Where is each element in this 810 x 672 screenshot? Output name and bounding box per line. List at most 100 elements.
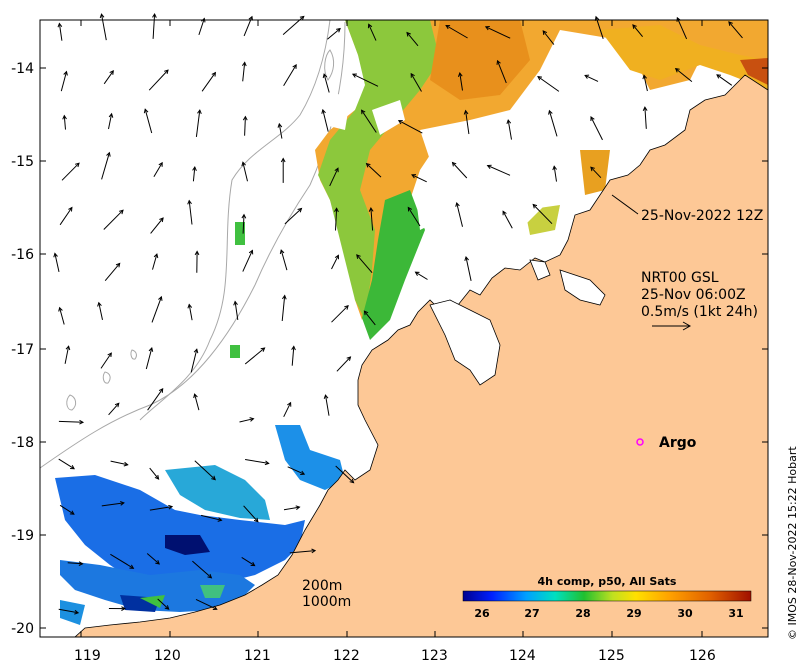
- current-vector-head: [502, 210, 507, 216]
- current-vector-head: [58, 306, 63, 312]
- current-vector-head: [300, 470, 306, 475]
- current-vector-head: [323, 394, 329, 399]
- current-vector-head: [63, 70, 68, 76]
- current-vector: [195, 598, 218, 610]
- current-vector: [234, 301, 239, 320]
- current-vector-head: [159, 217, 164, 223]
- current-vector-head: [365, 162, 371, 168]
- current-vector: [58, 420, 84, 423]
- contour-200m: [139, 19, 331, 421]
- current-vector-head: [299, 15, 305, 21]
- current-vector: [465, 256, 472, 282]
- current-vector-head: [279, 249, 285, 255]
- current-vector: [323, 73, 330, 93]
- current-vector-head: [463, 109, 469, 115]
- current-vector-head: [69, 510, 75, 515]
- current-vector-head: [74, 609, 80, 615]
- current-vector: [370, 207, 374, 231]
- current-vector: [356, 254, 373, 274]
- coastal-inlets: [429, 259, 606, 386]
- current-vector: [148, 69, 169, 91]
- current-vector-head: [484, 26, 490, 31]
- current-vector: [110, 460, 128, 466]
- current-vector-head: [334, 167, 339, 173]
- current-vector: [532, 204, 553, 225]
- current-vector: [192, 167, 196, 182]
- current-vector-head: [632, 24, 637, 29]
- date-label: 25-Nov-2022 12Z: [641, 208, 763, 224]
- current-vector-head: [542, 30, 548, 35]
- lon-tick-label: 119: [74, 648, 101, 664]
- current-vector: [243, 505, 259, 523]
- current-vector-head: [109, 70, 114, 75]
- vector-legend-time: 25-Nov 06:00Z: [641, 287, 746, 303]
- current-vector: [325, 395, 330, 416]
- colorbar-gradient: [462, 590, 752, 602]
- current-vector: [61, 162, 80, 181]
- current-vector: [149, 506, 173, 511]
- current-vector-head: [253, 517, 259, 523]
- current-vector: [108, 402, 120, 416]
- plot-frame: [39, 19, 769, 638]
- current-vector: [241, 556, 255, 567]
- current-vector: [194, 393, 200, 411]
- current-vector: [152, 253, 158, 270]
- current-vector: [283, 506, 300, 511]
- current-vector: [190, 349, 198, 373]
- current-vector-head: [674, 67, 680, 73]
- current-vector: [188, 304, 193, 321]
- current-vector-head: [728, 21, 733, 26]
- depth-label-1000m: 1000m: [302, 594, 351, 610]
- current-vector-head: [363, 310, 369, 316]
- current-vector: [244, 116, 246, 136]
- current-vector-head: [248, 15, 253, 21]
- current-vector: [452, 162, 468, 179]
- current-vector: [590, 166, 602, 179]
- lon-tick-label: 122: [333, 648, 360, 664]
- current-vector-head: [211, 71, 216, 77]
- current-vector-head: [506, 119, 512, 124]
- current-vector: [327, 28, 341, 40]
- current-vector: [553, 166, 557, 182]
- current-vector-head: [260, 347, 266, 352]
- current-vector: [98, 302, 103, 321]
- current-vector: [152, 13, 156, 39]
- current-vector: [537, 76, 560, 92]
- current-vector-head: [264, 460, 270, 466]
- current-vector-head: [455, 201, 460, 207]
- current-vector-head: [496, 59, 501, 65]
- current-vector: [145, 347, 153, 370]
- lat-tick-label: -14: [11, 61, 34, 77]
- current-vector-head: [99, 13, 105, 19]
- current-vector: [548, 110, 558, 137]
- current-vector-head: [53, 252, 58, 258]
- current-vector: [144, 109, 153, 134]
- current-vector: [485, 26, 511, 39]
- lat-tick-label: -15: [11, 154, 34, 170]
- current-vector: [406, 32, 419, 47]
- current-vector: [67, 562, 83, 565]
- current-vector: [242, 250, 253, 272]
- current-vector-head: [311, 548, 317, 554]
- current-vector-head: [486, 164, 492, 170]
- current-vector-head: [115, 262, 121, 268]
- current-vector-head: [65, 345, 71, 351]
- current-vector: [104, 263, 121, 282]
- current-vector-head: [351, 73, 357, 78]
- lon-tick-label: 120: [154, 648, 181, 664]
- colorbar-tick-label: 27: [524, 607, 539, 620]
- current-vector: [147, 388, 164, 411]
- current-vector-head: [158, 295, 163, 301]
- sst-colorbar: 4h comp, p50, All Sats 26 27 28 29 30 31: [462, 575, 752, 620]
- current-vector-head: [119, 209, 124, 215]
- current-vector: [153, 162, 163, 178]
- current-vector-head: [590, 166, 595, 172]
- current-vector: [283, 402, 292, 418]
- current-vector: [103, 70, 114, 85]
- current-vector: [331, 255, 339, 270]
- current-vector-head: [241, 161, 246, 167]
- current-vector: [445, 25, 468, 39]
- current-vector-head: [280, 157, 286, 163]
- current-vector-head: [217, 517, 223, 522]
- current-vector: [151, 296, 162, 323]
